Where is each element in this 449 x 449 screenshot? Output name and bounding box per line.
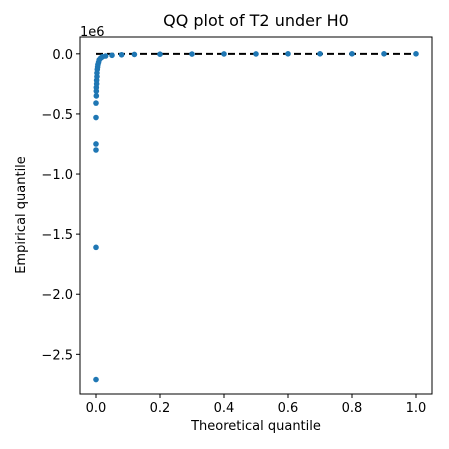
data-point (189, 51, 195, 57)
data-point (381, 51, 387, 57)
data-point (109, 52, 115, 59)
y-tick-label: 0.0 (52, 48, 73, 63)
scatter-points (93, 51, 419, 383)
data-point (93, 147, 99, 153)
x-tick-label: 0.8 (342, 401, 363, 416)
chart-title: QQ plot of T2 under H0 (163, 11, 349, 30)
data-point (102, 53, 109, 59)
data-point (93, 244, 99, 251)
x-tick-label: 1.0 (406, 401, 427, 416)
y-axis-offset-label: 1e6 (80, 25, 105, 40)
x-axis-label: Theoretical quantile (190, 419, 321, 434)
data-point (317, 51, 323, 57)
y-axis-ticks: 0.0 −0.5 −1.0 −1.5 −2.0 −2.5 (41, 48, 80, 363)
x-tick-label: 0.4 (214, 401, 235, 416)
x-tick-label: 0.6 (278, 401, 299, 416)
y-tick-label: −1.0 (41, 168, 73, 183)
y-tick-label: −0.5 (41, 108, 73, 123)
y-tick-label: −2.0 (41, 288, 73, 303)
data-point (93, 100, 99, 106)
data-point (349, 51, 355, 57)
data-point (285, 51, 291, 57)
data-point (221, 51, 227, 57)
data-point (93, 376, 99, 383)
data-point (93, 114, 99, 121)
data-point (118, 51, 125, 58)
x-tick-label: 0.0 (86, 401, 107, 416)
plot-frame (79, 36, 433, 395)
data-point (413, 51, 419, 57)
y-axis-label: Empirical quantile (14, 156, 29, 274)
data-point (131, 51, 138, 58)
x-axis-ticks: 0.0 0.2 0.4 0.6 0.8 1.0 (86, 394, 427, 416)
data-point (93, 141, 99, 147)
y-tick-label: −1.5 (41, 228, 73, 243)
data-point (253, 51, 259, 57)
data-point (157, 51, 163, 57)
y-tick-label: −2.5 (41, 348, 73, 363)
data-point (93, 93, 100, 99)
x-tick-label: 0.2 (150, 401, 171, 416)
